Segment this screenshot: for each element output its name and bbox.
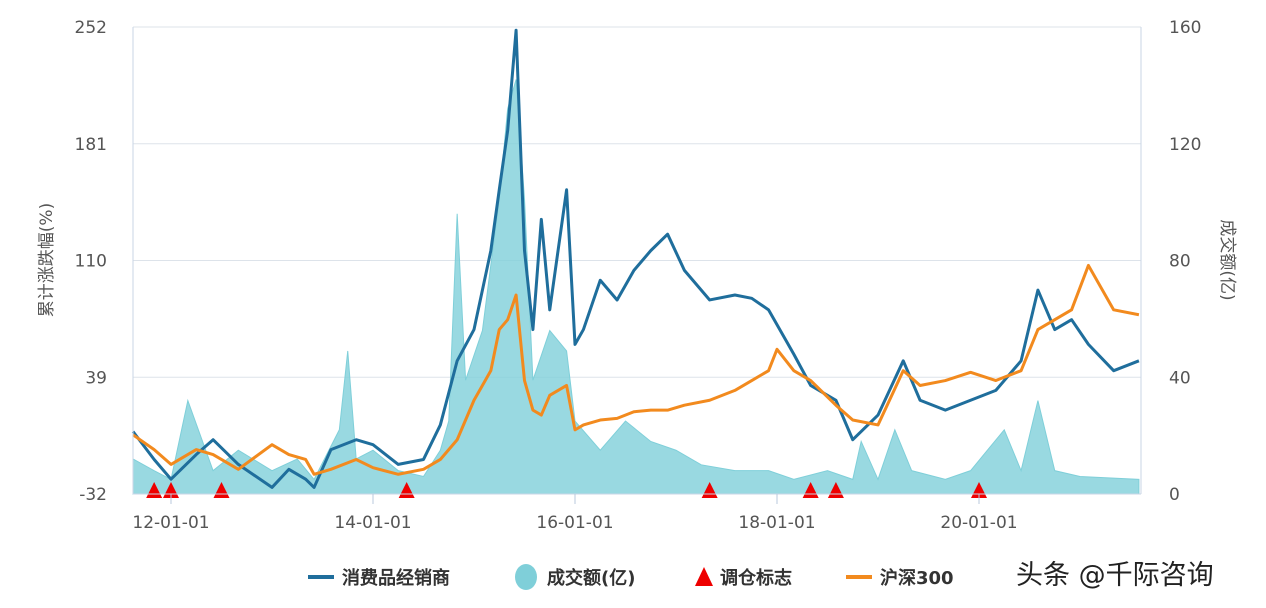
y-left-tick-label: -32 [79,485,107,505]
legend-label: 成交额(亿) [547,567,635,589]
axes: -32 39 110 181 252 0 40 80 120 160 12-01-01 14-01-0… [75,18,1202,533]
y-right-tick-label: 120 [1169,135,1201,155]
legend-line-swatch [308,575,334,579]
watermark: 头条 @千际咨询 [1016,560,1214,591]
x-tick-label: 12-01-01 [132,513,209,533]
y-left-tick-label: 181 [75,135,107,155]
y-left-tick-label: 252 [75,18,107,38]
y-right-tick-label: 40 [1169,368,1191,388]
legend-line-swatch [846,575,872,579]
legend-label: 调仓标志 [720,567,792,589]
legend: 消费品经销商 成交额(亿) 调仓标志 沪深300 [308,564,954,590]
x-tick-label: 14-01-01 [334,513,411,533]
legend-label: 消费品经销商 [342,567,450,589]
y-left-tick-label: 39 [85,368,107,388]
grid [133,26,1141,495]
y-axis-right-label: 成交额(亿) [1217,219,1237,300]
volume-area [132,79,1140,495]
legend-label: 沪深300 [880,567,954,589]
volume-area-path [132,79,1140,495]
y-right-tick-label: 80 [1169,252,1191,272]
y-left-tick-label: 110 [75,252,107,272]
x-tick-label: 20-01-01 [940,513,1017,533]
series-line-0 [131,28,1140,489]
x-tick-label: 16-01-01 [536,513,613,533]
y-axis-left-label: 累计涨跌幅(%) [37,203,57,317]
x-tick-label: 18-01-01 [738,513,815,533]
y-right-tick-label: 160 [1169,18,1201,38]
series-line-3 [132,263,1140,476]
legend-triangle-swatch [695,567,713,586]
y-right-tick-label: 0 [1169,485,1180,505]
legend-circle-swatch [515,564,537,590]
series-lines [131,28,1140,489]
